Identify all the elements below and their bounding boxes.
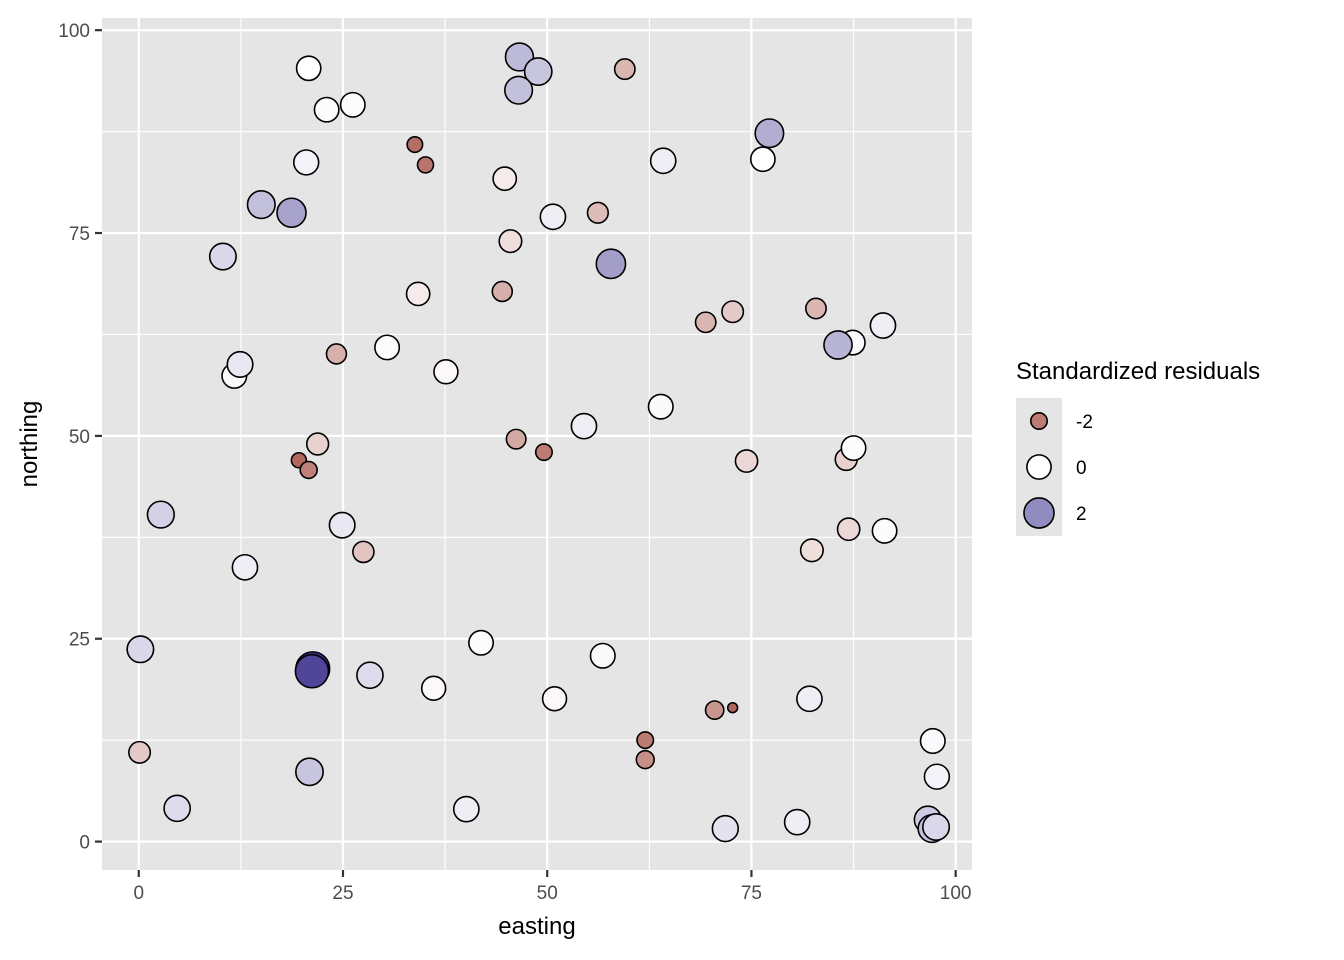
y-tick-label: 25 (69, 630, 90, 651)
legend: Standardized residuals -2 0 2 (1016, 358, 1260, 536)
data-point (923, 763, 951, 790)
data-point (231, 553, 259, 581)
data-point (468, 629, 495, 656)
data-point (452, 795, 480, 823)
data-point (146, 500, 175, 529)
data-point (246, 190, 276, 220)
legend-key (1026, 454, 1052, 480)
legend-entries: -2 0 2 (1023, 411, 1093, 529)
data-point (922, 812, 951, 841)
data-point (305, 432, 330, 456)
data-point (498, 229, 523, 254)
x-axis-title: easting (498, 913, 575, 940)
x-tick-label: 0 (133, 883, 144, 904)
data-point (823, 330, 853, 360)
data-point (352, 540, 375, 564)
data-point (570, 412, 598, 440)
legend-key (1029, 411, 1049, 431)
plot-panel (102, 18, 972, 870)
data-point (726, 701, 739, 714)
data-point (420, 675, 447, 701)
data-point (721, 300, 745, 324)
data-point (374, 334, 401, 361)
data-point (295, 757, 324, 787)
data-point (295, 55, 322, 82)
data-point (328, 511, 356, 539)
data-point (433, 359, 459, 385)
data-point (613, 58, 636, 81)
grid-minor (102, 18, 972, 870)
data-point (491, 280, 514, 303)
data-point (711, 814, 739, 843)
data-point (226, 350, 254, 379)
data-point (636, 731, 655, 750)
data-point (754, 118, 785, 149)
x-tick-label: 100 (940, 883, 972, 904)
data-point (292, 149, 320, 176)
data-point (805, 297, 827, 320)
x-axis-ticks: 0 25 50 75 100 (133, 870, 972, 904)
data-point (635, 749, 655, 770)
y-tick-label: 0 (79, 833, 90, 854)
legend-label: -2 (1076, 412, 1093, 433)
legend-title: Standardized residuals (1016, 358, 1260, 385)
data-point (339, 91, 366, 118)
data-point (504, 75, 534, 105)
data-point (539, 203, 567, 231)
data-point (505, 428, 527, 450)
data-point (783, 808, 811, 836)
data-point (325, 343, 348, 365)
data-point (523, 57, 553, 87)
data-points (126, 42, 951, 844)
data-point (276, 197, 307, 229)
data-point (749, 146, 776, 173)
data-point (704, 700, 725, 721)
data-point (647, 393, 674, 420)
data-point (919, 727, 946, 755)
data-point (163, 794, 192, 823)
x-tick-label: 75 (741, 883, 762, 904)
data-point (128, 740, 152, 764)
data-point (313, 96, 340, 123)
data-point (405, 281, 431, 307)
x-tick-label: 25 (332, 883, 353, 904)
legend-label: 0 (1076, 458, 1087, 479)
data-point (836, 517, 861, 542)
data-point (796, 685, 823, 713)
data-point (586, 201, 610, 224)
data-point (799, 538, 824, 563)
y-axis-ticks: 0 25 50 75 100 (58, 21, 102, 854)
data-point (589, 642, 616, 669)
data-point (208, 242, 237, 271)
x-tick-label: 50 (537, 883, 558, 904)
data-point (416, 156, 435, 174)
data-point (299, 460, 318, 480)
legend-key (1023, 497, 1055, 529)
y-axis-title: northing (16, 401, 43, 488)
data-point (541, 686, 568, 712)
data-point (649, 147, 677, 175)
data-point (356, 661, 384, 690)
data-point (595, 248, 627, 280)
data-point (840, 435, 867, 462)
legend-label: 2 (1076, 504, 1087, 525)
data-point (694, 311, 717, 334)
data-point (871, 517, 898, 544)
data-point (126, 635, 155, 664)
y-tick-label: 75 (69, 224, 90, 245)
y-tick-label: 100 (58, 21, 90, 42)
data-point (534, 443, 553, 462)
y-tick-label: 50 (69, 427, 90, 448)
data-point (734, 449, 759, 473)
data-point (406, 136, 424, 154)
data-point (869, 312, 897, 339)
data-point (492, 166, 518, 192)
data-point (294, 653, 330, 689)
